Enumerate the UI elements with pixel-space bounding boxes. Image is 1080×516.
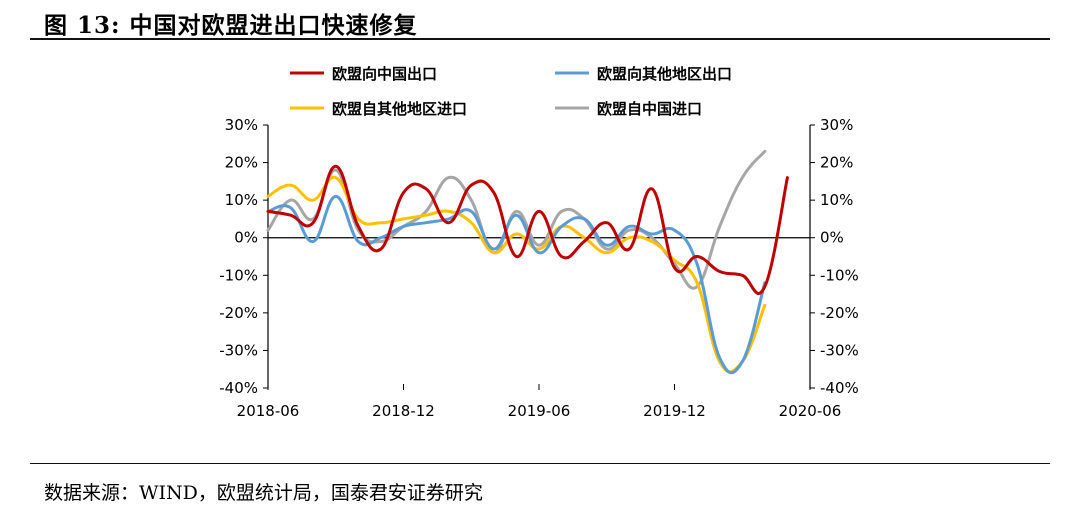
y-tick-label-left: 0% [234, 229, 258, 247]
y-tick-label-left: 30% [225, 116, 258, 134]
y-tick-label-right: -40% [820, 379, 859, 397]
x-tick-label: 2018-12 [372, 402, 435, 420]
series-line-1 [266, 164, 789, 295]
chart-axes: 30% 30% 20% 20% 10% 10% 0% 0% -10% -10% -20% -20% -3… [219, 116, 859, 420]
y-tick-label-left: 20% [225, 154, 258, 172]
y-tick-label-right: 10% [820, 191, 853, 209]
y-tick-label-right: 20% [820, 154, 853, 172]
y-tick-label-right: -20% [820, 304, 859, 322]
x-tick-label: 2019-12 [643, 402, 706, 420]
y-tick-label-left: -40% [219, 379, 258, 397]
y-tick-label-right: 30% [820, 116, 853, 134]
source-note: 数据来源：WIND，欧盟统计局，国泰君安证券研究 [44, 482, 483, 504]
legend-label: 欧盟自中国进口 [597, 100, 702, 118]
y-tick-label-left: 10% [225, 191, 258, 209]
y-tick-label-right: -30% [820, 341, 859, 359]
legend-label: 欧盟自其他地区进口 [332, 100, 467, 118]
x-tick-label: 2019-06 [508, 402, 571, 420]
y-tick-label-left: -20% [219, 304, 258, 322]
figure-title: 图 13: 中国对欧盟进出口快速修复 [44, 12, 418, 39]
y-tick-label-left: -30% [219, 341, 258, 359]
legend-label: 欧盟向其他地区出口 [597, 65, 732, 83]
x-tick-label: 2018-06 [237, 402, 300, 420]
y-tick-label-right: 0% [820, 229, 844, 247]
chart-series [266, 149, 789, 375]
x-tick-label: 2020-06 [779, 402, 842, 420]
y-tick-label-right: -10% [820, 266, 859, 284]
series-line-2 [266, 194, 767, 375]
top-rule [30, 38, 1050, 40]
y-tick-label-left: -10% [219, 266, 258, 284]
bottom-rule [30, 463, 1050, 464]
legend-label: 欧盟向中国出口 [332, 65, 437, 83]
